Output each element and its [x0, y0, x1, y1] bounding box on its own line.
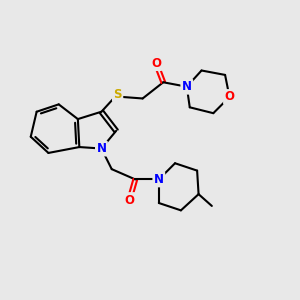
- Text: S: S: [113, 88, 122, 100]
- Text: O: O: [124, 194, 134, 207]
- Text: O: O: [151, 57, 161, 70]
- Text: N: N: [96, 142, 106, 155]
- Text: O: O: [224, 91, 235, 103]
- Text: N: N: [182, 80, 192, 93]
- Text: N: N: [154, 173, 164, 186]
